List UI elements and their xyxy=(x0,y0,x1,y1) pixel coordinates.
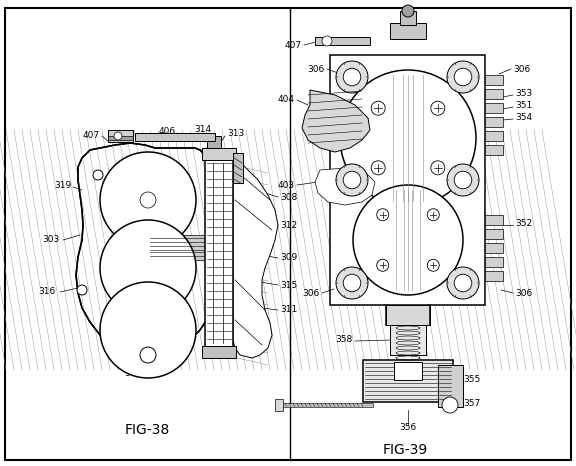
Bar xyxy=(283,403,373,407)
Bar xyxy=(485,103,503,113)
Bar xyxy=(386,305,430,325)
Circle shape xyxy=(427,209,439,221)
Text: 312: 312 xyxy=(280,220,297,229)
Circle shape xyxy=(447,164,479,196)
Text: 309: 309 xyxy=(280,254,297,262)
Text: 319: 319 xyxy=(55,180,72,190)
Bar xyxy=(205,158,233,348)
Bar xyxy=(485,89,503,99)
Bar xyxy=(275,399,283,411)
Bar xyxy=(363,360,453,402)
Text: 357: 357 xyxy=(463,398,480,407)
Circle shape xyxy=(371,161,385,175)
Bar xyxy=(438,365,463,407)
Text: 352: 352 xyxy=(515,219,532,227)
Bar xyxy=(233,153,243,183)
Circle shape xyxy=(343,274,361,292)
Circle shape xyxy=(140,347,156,363)
Circle shape xyxy=(402,5,414,17)
Bar xyxy=(485,215,503,225)
Circle shape xyxy=(100,220,196,316)
Bar xyxy=(315,37,370,45)
Circle shape xyxy=(336,267,368,299)
Text: 406: 406 xyxy=(159,128,176,137)
Bar xyxy=(390,23,426,39)
Circle shape xyxy=(377,259,389,271)
Bar xyxy=(485,257,503,267)
Circle shape xyxy=(100,152,196,248)
Circle shape xyxy=(442,397,458,413)
Bar xyxy=(202,148,236,160)
Text: FIG-39: FIG-39 xyxy=(382,443,427,457)
Text: 355: 355 xyxy=(463,376,480,384)
Circle shape xyxy=(343,171,361,189)
Text: 358: 358 xyxy=(336,336,353,344)
Circle shape xyxy=(100,282,196,378)
Circle shape xyxy=(431,101,445,115)
Bar xyxy=(485,131,503,141)
Circle shape xyxy=(93,170,103,180)
Circle shape xyxy=(447,267,479,299)
Text: 316: 316 xyxy=(39,288,56,296)
Polygon shape xyxy=(233,158,278,358)
Circle shape xyxy=(336,61,368,93)
Text: 356: 356 xyxy=(399,423,416,432)
Text: 404: 404 xyxy=(278,96,295,104)
Text: 354: 354 xyxy=(515,112,532,122)
Bar xyxy=(330,55,485,305)
Text: 362: 362 xyxy=(399,11,416,20)
Bar xyxy=(135,133,215,141)
Text: 315: 315 xyxy=(280,281,297,289)
Bar xyxy=(148,235,218,260)
Circle shape xyxy=(322,36,332,46)
Bar xyxy=(108,130,133,142)
Bar xyxy=(202,346,236,358)
Bar xyxy=(485,75,503,85)
Text: 308: 308 xyxy=(280,192,297,201)
Text: 311: 311 xyxy=(280,306,297,315)
Circle shape xyxy=(371,101,385,115)
Circle shape xyxy=(454,68,472,86)
Text: 407: 407 xyxy=(285,41,302,49)
Text: 306: 306 xyxy=(515,288,532,297)
Text: 403: 403 xyxy=(278,180,295,190)
Circle shape xyxy=(447,61,479,93)
Bar xyxy=(485,117,503,127)
Circle shape xyxy=(140,192,156,208)
Text: 351: 351 xyxy=(515,101,532,110)
Bar xyxy=(394,362,422,380)
Circle shape xyxy=(353,185,463,295)
Circle shape xyxy=(336,164,368,196)
Text: 306: 306 xyxy=(513,66,530,75)
Bar xyxy=(390,325,426,355)
Text: 407: 407 xyxy=(83,130,100,139)
Circle shape xyxy=(340,70,476,206)
Text: 353: 353 xyxy=(515,89,532,97)
Circle shape xyxy=(377,209,389,221)
Text: 303: 303 xyxy=(43,235,60,245)
Bar xyxy=(108,136,133,140)
Circle shape xyxy=(427,259,439,271)
Circle shape xyxy=(343,68,361,86)
Polygon shape xyxy=(302,90,370,152)
Circle shape xyxy=(431,161,445,175)
Text: 314: 314 xyxy=(195,125,211,135)
Circle shape xyxy=(77,285,87,295)
Bar xyxy=(485,271,503,281)
Bar xyxy=(485,145,503,155)
Bar xyxy=(485,243,503,253)
Bar xyxy=(400,11,416,25)
Circle shape xyxy=(114,132,122,140)
Text: 319: 319 xyxy=(124,369,142,377)
Circle shape xyxy=(454,171,472,189)
Polygon shape xyxy=(315,168,375,205)
Text: 306: 306 xyxy=(308,66,325,75)
Bar xyxy=(207,136,221,148)
Bar xyxy=(485,229,503,239)
Text: 313: 313 xyxy=(227,129,244,137)
Polygon shape xyxy=(76,143,220,355)
Text: FIG-38: FIG-38 xyxy=(124,423,169,437)
Circle shape xyxy=(454,274,472,292)
Text: 306: 306 xyxy=(303,288,320,297)
